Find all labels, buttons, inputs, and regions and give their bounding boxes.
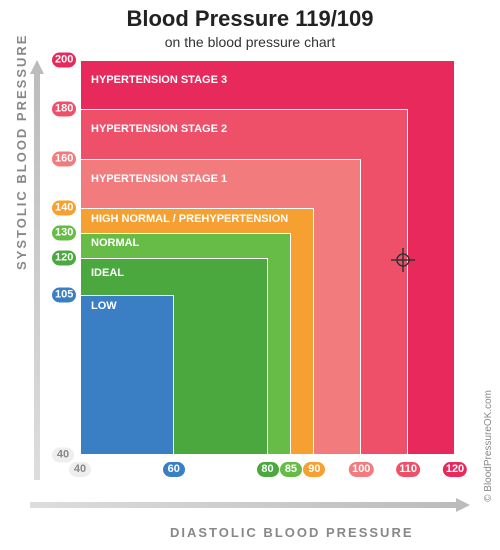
y-tick: 120 [52,250,76,265]
zone-label: HYPERTENSION STAGE 2 [91,123,227,135]
zone-label: LOW [91,300,117,312]
y-tick: 105 [52,287,76,302]
chart-subtitle: on the blood pressure chart [0,34,500,50]
y-tick: 130 [52,225,76,240]
y-tick: 40 [52,448,74,463]
x-axis-label: DIASTOLIC BLOOD PRESSURE [170,525,414,540]
x-tick: 90 [303,462,325,477]
x-tick: 110 [396,462,420,477]
zone-label: HYPERTENSION STAGE 1 [91,173,227,185]
chart-title: Blood Pressure 119/109 [0,6,500,32]
zone-label: HIGH NORMAL / PREHYPERTENSION [91,213,288,225]
y-tick: 200 [52,53,76,68]
y-tick: 180 [52,102,76,117]
plot-area: HYPERTENSION STAGE 3 HYPERTENSION STAGE 2… [80,60,455,455]
x-tick: 120 [443,462,467,477]
zone-label: IDEAL [91,267,124,279]
x-tick: 100 [349,462,373,477]
zone-label: HYPERTENSION STAGE 3 [91,74,227,86]
y-axis-label: SYSTOLIC BLOOD PRESSURE [14,34,29,270]
x-tick: 85 [280,462,302,477]
zone-label: NORMAL [91,237,139,249]
chart-area: HYPERTENSION STAGE 3 HYPERTENSION STAGE 2… [55,60,455,480]
x-tick: 40 [69,462,91,477]
x-axis-arrow-icon [30,498,470,512]
zone-low: LOW [80,295,174,455]
x-tick: 80 [257,462,279,477]
credit-text: © BloodPressureOK.com [483,390,494,502]
y-axis-arrow-icon [30,60,44,480]
y-tick: 160 [52,151,76,166]
y-tick: 140 [52,201,76,216]
x-tick: 60 [163,462,185,477]
title-block: Blood Pressure 119/109 on the blood pres… [0,0,500,50]
